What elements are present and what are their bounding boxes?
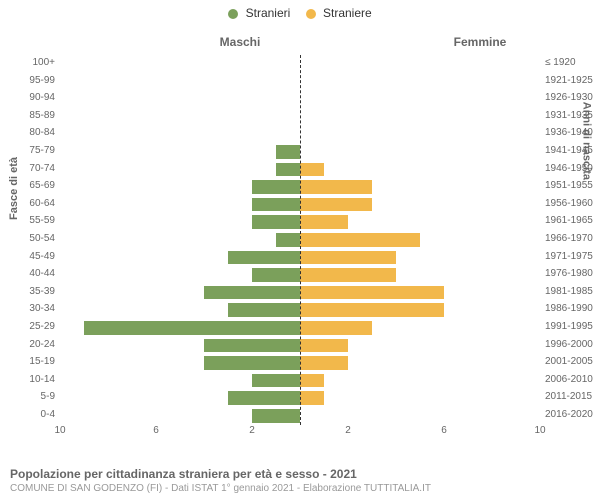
legend-item-male: Stranieri (228, 6, 290, 20)
bar-male (204, 339, 300, 353)
legend-label-female: Straniere (323, 6, 372, 20)
age-label: 0-4 (10, 409, 55, 420)
footer: Popolazione per cittadinanza straniera p… (10, 467, 590, 494)
bar-female (300, 251, 396, 265)
bar-male (252, 180, 300, 194)
age-label: 5-9 (10, 391, 55, 402)
birth-year-label: 2001-2005 (545, 356, 600, 367)
age-label: 25-29 (10, 321, 55, 332)
birth-year-label: 2016-2020 (545, 409, 600, 420)
birth-year-label: 1926-1930 (545, 92, 600, 103)
center-divider (300, 55, 301, 425)
bar-female (300, 180, 372, 194)
birth-year-label: 1921-1925 (545, 75, 600, 86)
bar-male (228, 391, 300, 405)
bar-female (300, 233, 420, 247)
age-label: 85-89 (10, 110, 55, 121)
birth-year-label: 1936-1940 (545, 127, 600, 138)
age-label: 45-49 (10, 251, 55, 262)
legend: Stranieri Straniere (0, 0, 600, 20)
age-label: 80-84 (10, 127, 55, 138)
bar-female (300, 391, 324, 405)
birth-year-label: 1941-1945 (545, 145, 600, 156)
birth-year-label: 1976-1980 (545, 268, 600, 279)
bar-female (300, 163, 324, 177)
x-tick: 6 (432, 425, 456, 436)
age-label: 50-54 (10, 233, 55, 244)
bar-female (300, 198, 372, 212)
bar-female (300, 356, 348, 370)
bar-male (228, 251, 300, 265)
age-label: 55-59 (10, 215, 55, 226)
footer-title: Popolazione per cittadinanza straniera p… (10, 467, 590, 481)
birth-year-label: 2006-2010 (545, 374, 600, 385)
age-label: 40-44 (10, 268, 55, 279)
x-tick: 10 (48, 425, 72, 436)
legend-swatch-male (228, 9, 238, 19)
birth-year-label: 2011-2015 (545, 391, 600, 402)
birth-year-label: 1981-1985 (545, 286, 600, 297)
birth-year-label: 1961-1965 (545, 215, 600, 226)
age-label: 100+ (10, 57, 55, 68)
age-label: 20-24 (10, 339, 55, 350)
bar-male (252, 198, 300, 212)
bar-male (276, 233, 300, 247)
age-label: 70-74 (10, 163, 55, 174)
bar-male (276, 145, 300, 159)
age-label: 35-39 (10, 286, 55, 297)
birth-year-label: ≤ 1920 (545, 57, 600, 68)
birth-year-label: 1946-1950 (545, 163, 600, 174)
bar-male (252, 215, 300, 229)
age-label: 15-19 (10, 356, 55, 367)
column-title-female: Femmine (360, 35, 600, 49)
bar-female (300, 321, 372, 335)
x-tick: 2 (240, 425, 264, 436)
birth-year-label: 1996-2000 (545, 339, 600, 350)
birth-year-label: 1951-1955 (545, 180, 600, 191)
age-label: 10-14 (10, 374, 55, 385)
bar-female (300, 303, 444, 317)
age-label: 95-99 (10, 75, 55, 86)
x-tick: 10 (528, 425, 552, 436)
bar-male (252, 409, 300, 423)
bar-female (300, 268, 396, 282)
legend-swatch-female (306, 9, 316, 19)
age-label: 75-79 (10, 145, 55, 156)
footer-subtitle: COMUNE DI SAN GODENZO (FI) - Dati ISTAT … (10, 483, 590, 494)
birth-year-label: 1956-1960 (545, 198, 600, 209)
legend-item-female: Straniere (306, 6, 372, 20)
bar-male (252, 374, 300, 388)
bar-male (252, 268, 300, 282)
bar-male (276, 163, 300, 177)
birth-year-label: 1931-1935 (545, 110, 600, 121)
age-label: 90-94 (10, 92, 55, 103)
x-tick: 2 (336, 425, 360, 436)
bar-male (204, 356, 300, 370)
birth-year-label: 1971-1975 (545, 251, 600, 262)
age-label: 30-34 (10, 303, 55, 314)
legend-label-male: Stranieri (246, 6, 291, 20)
bar-female (300, 215, 348, 229)
birth-year-label: 1966-1970 (545, 233, 600, 244)
bar-male (204, 286, 300, 300)
bar-female (300, 286, 444, 300)
x-tick: 6 (144, 425, 168, 436)
chart-container: Stranieri Straniere Fasce di età Anni di… (0, 0, 600, 500)
x-axis: 10622610 (60, 425, 540, 440)
birth-year-label: 1991-1995 (545, 321, 600, 332)
bar-male (228, 303, 300, 317)
bar-female (300, 374, 324, 388)
column-title-male: Maschi (120, 35, 360, 49)
age-label: 60-64 (10, 198, 55, 209)
age-label: 65-69 (10, 180, 55, 191)
bar-female (300, 339, 348, 353)
birth-year-label: 1986-1990 (545, 303, 600, 314)
bar-male (84, 321, 300, 335)
plot-area: Maschi Femmine 100+≤ 192095-991921-19259… (60, 35, 540, 440)
